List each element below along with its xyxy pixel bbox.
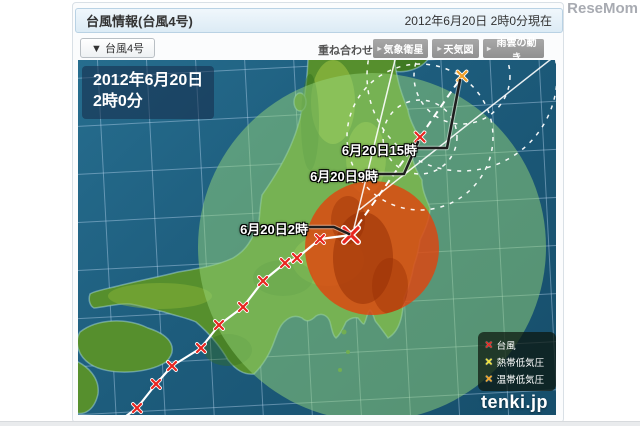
map-time-line: 2時0分 [93,92,143,110]
position-markers [131,69,469,414]
past-position-x-mark [166,360,178,372]
header-bar: 台風情報(台風4号) 2012年6月20日 2時0分現在 [75,8,563,33]
x-mark-icon: × [485,337,493,352]
past-position-x-mark [131,402,143,414]
past-position-x-mark [279,257,291,269]
forecast-corridor-lines [353,60,552,229]
typhoon-track-map: 2012年6月20日 2時0分 6月20日2時 6月20日9時 6月20日15時… [78,60,556,415]
map-date-line: 2012年6月20日 [93,72,204,89]
overlay-radar-button[interactable]: ▸ 雨雲の動き [483,38,544,64]
past-position-x-mark [150,378,162,390]
overlay-radar-label: 雨雲の動き [496,37,537,64]
overlay-satellite-label: 気象衛星 [383,45,424,56]
tenki-jp-logo: tenki.jp [480,392,548,412]
map-datetime-box: 2012年6月20日 2時0分 [82,66,215,119]
right-triangle-icon: ▸ [487,44,492,53]
right-triangle-icon: ▸ [377,44,382,53]
past-position-x-mark [314,233,326,245]
overlay-weather-chart-label: 天気図 [443,45,474,56]
past-position-x-mark [237,301,249,313]
overlay-label: 重ね合わせ: [318,45,377,57]
page-title: 台風情報(台風4号) [86,14,193,29]
forecast-position-x-mark [455,69,469,83]
label-connector-lines [307,77,463,237]
forecast-position-x-mark [413,130,427,144]
past-position-x-mark [291,252,303,264]
legend-item-typhoon: × 台風 [485,337,516,352]
typhoon-selector-dropdown[interactable]: ▼ 台風4号 [80,38,156,58]
resemom-watermark: ReseMom [567,0,638,17]
right-triangle-icon: ▸ [437,44,442,53]
label-forecast-9h: 6月20日9時 [310,169,378,184]
label-current-position: 6月20日2時 [240,222,308,237]
x-mark-icon: × [485,354,493,369]
legend-box: × 台風 × 熱帯低気圧 × 温帯低気圧 [478,332,556,391]
overlay-satellite-button[interactable]: ▸ 気象衛星 [373,39,428,58]
current-position-x-mark [341,225,361,245]
legend-item-extratropical-cyclone: × 温帯低気圧 [485,371,545,386]
forecast-probability-circles [346,60,556,211]
overlay-weather-chart-button[interactable]: ▸ 天気図 [432,39,479,58]
map-canvas [78,60,556,415]
past-position-x-mark [195,342,207,354]
x-mark-icon: × [485,371,493,386]
forecast-area-circles [198,73,546,415]
past-position-x-mark [213,319,225,331]
legend-item-tropical-depression: × 熱帯低気圧 [485,354,545,369]
page-bottom-divider [0,421,640,426]
header-datetime: 2012年6月20日 2時0分現在 [404,14,552,28]
label-forecast-15h: 6月20日15時 [341,143,417,158]
past-position-x-mark [257,275,269,287]
